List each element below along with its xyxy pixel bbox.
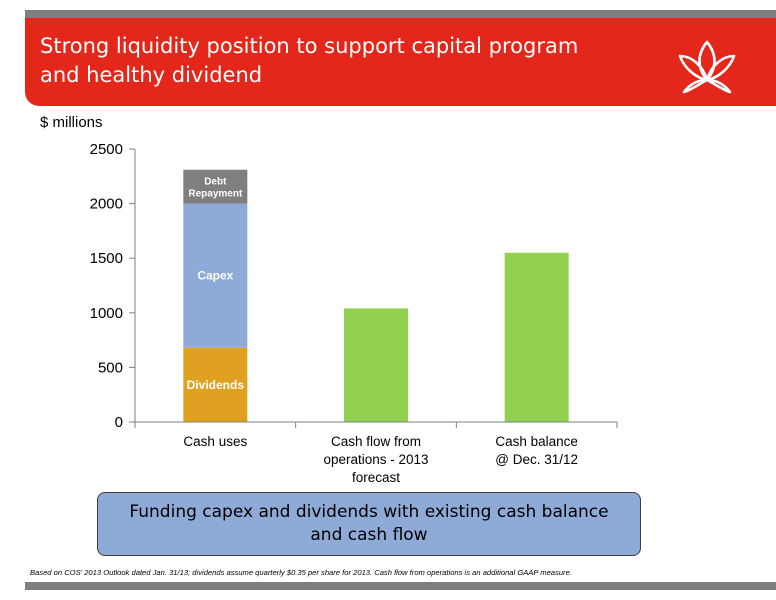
footnote: Based on COS' 2013 Outlook dated Jan. 31… xyxy=(30,568,572,577)
summary-callout-box: Funding capex and dividends with existin… xyxy=(97,492,641,556)
y-axis-unit-label: $ millions xyxy=(40,114,103,131)
slide-title-line-2: and healthy dividend xyxy=(40,63,263,87)
slide-title: Strong liquidity position to support cap… xyxy=(40,32,640,90)
x-category-label: operations - 2013 xyxy=(323,452,428,467)
lotus-flower-icon xyxy=(678,40,736,94)
segment-data-label: Capex xyxy=(197,269,233,283)
y-tick-label: 500 xyxy=(98,359,123,376)
y-tick-label: 1000 xyxy=(90,305,123,322)
summary-callout-text: Funding capex and dividends with existin… xyxy=(114,501,624,547)
debt-repayment-bar-segment xyxy=(183,169,248,204)
chart-axes xyxy=(134,149,618,428)
segment-data-label: Debt xyxy=(204,177,227,188)
top-rule-bar xyxy=(25,10,776,18)
y-tick-label: 1500 xyxy=(90,250,123,267)
slide-title-line-1: Strong liquidity position to support cap… xyxy=(40,34,579,58)
callout-line-1: Funding capex and dividends with existin… xyxy=(129,502,609,522)
x-category-label: Cash balance xyxy=(495,434,578,449)
y-tick-label: 2500 xyxy=(90,141,123,158)
bottom-rule-bar xyxy=(25,582,776,590)
cash-bar xyxy=(504,252,569,422)
x-category-label: @ Dec. 31/12 xyxy=(495,452,578,467)
x-category-label: Cash flow from xyxy=(331,434,421,449)
segment-data-label: Repayment xyxy=(188,189,243,200)
x-axis-category-labels: Cash uses Cash flow from operations - 2013… xyxy=(183,434,578,485)
dividends-bar-segment xyxy=(183,347,248,422)
title-banner: Strong liquidity position to support cap… xyxy=(25,18,776,106)
x-category-label: forecast xyxy=(352,470,400,485)
y-axis-ticks: 0 500 1000 1500 2000 2500 xyxy=(90,141,135,431)
capex-bar-segment xyxy=(183,203,248,348)
y-tick-label: 0 xyxy=(115,414,123,431)
y-tick-label: 2000 xyxy=(90,196,123,213)
x-category-label: Cash uses xyxy=(183,434,247,449)
callout-line-2: and cash flow xyxy=(310,525,428,545)
cash-bar xyxy=(344,308,408,422)
segment-data-label: Dividends xyxy=(187,378,245,392)
